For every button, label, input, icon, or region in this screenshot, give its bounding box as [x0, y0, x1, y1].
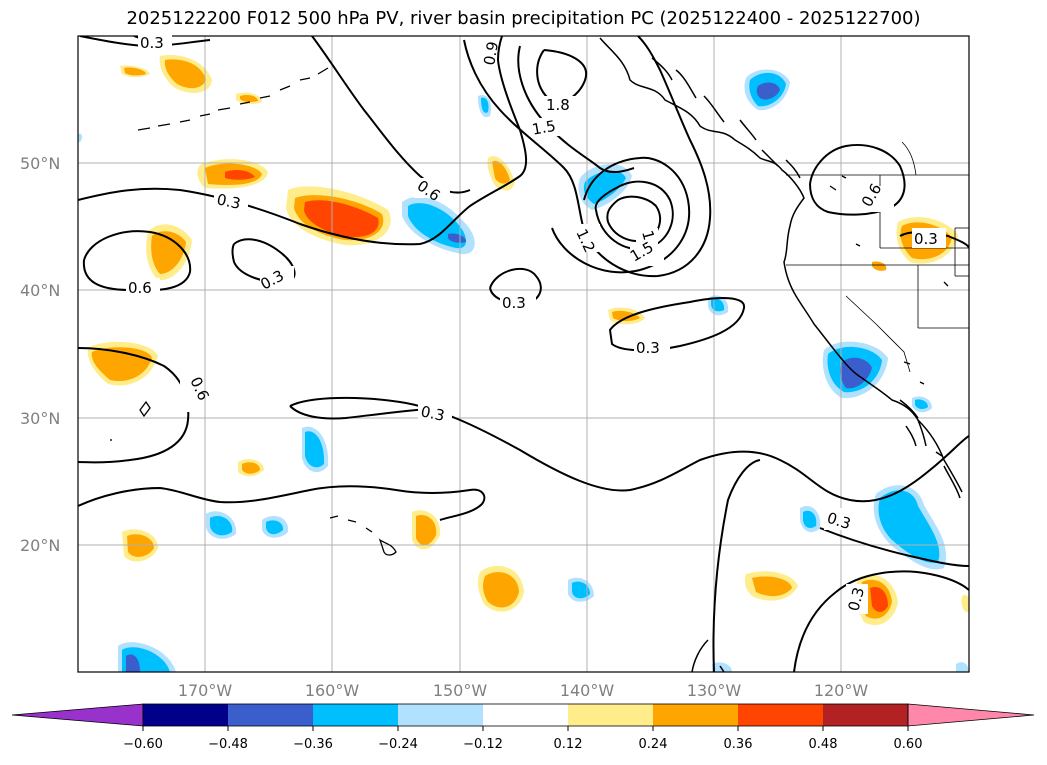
lat-label: 40°N [20, 281, 60, 300]
negative-anomaly-blob [402, 196, 475, 255]
lon-label: 170°W [178, 681, 233, 700]
contour-label: 0.6 [128, 279, 152, 297]
positive-anomaly-blob [608, 307, 645, 325]
positive-anomaly-blob [286, 186, 391, 246]
positive-anomaly-blob [487, 156, 515, 191]
lat-label: 50°N [20, 154, 60, 173]
boundaries [786, 141, 969, 373]
colorbar-outline [142, 703, 909, 727]
negative-anomaly-blob [800, 506, 821, 533]
positive-anomaly-blob [477, 565, 524, 612]
negative-anomaly-blob [302, 426, 329, 473]
colorbar-tick-label: −0.12 [463, 737, 503, 752]
positive-anomaly-blob [159, 55, 212, 93]
lon-label: 120°W [814, 681, 869, 700]
contour-label: 1.5 [531, 117, 558, 139]
lon-label: 150°W [433, 681, 488, 700]
colorbar-tick-label: 0.24 [639, 737, 668, 752]
lon-label: 130°W [687, 681, 742, 700]
contour-label: 0.3 [502, 294, 526, 312]
coastlines [599, 37, 963, 672]
positive-anomaly-blob [412, 510, 441, 550]
colorbar-extend-high [907, 703, 1035, 727]
colorbar-segment [313, 704, 398, 726]
contour-label: 0.9 [480, 40, 502, 67]
contour-label: 0.3 [914, 230, 938, 248]
lon-label: 140°W [560, 681, 615, 700]
positive-anomaly-blob [961, 595, 969, 613]
colorbar-segment [483, 704, 568, 726]
colorbar-segment [568, 704, 653, 726]
colorbar-tick-label: −0.24 [378, 737, 418, 752]
contour-label: 0.3 [140, 34, 164, 52]
negative-anomaly-blob [118, 642, 176, 672]
negative-anomaly-blob [262, 516, 289, 538]
map-title: 2025122200 F012 500 hPa PV, river basin … [126, 8, 921, 29]
negative-anomaly-blob [744, 69, 790, 111]
lat-label: 20°N [20, 536, 60, 555]
contour-label: 0.3 [844, 585, 868, 613]
positive-anomaly-blob [197, 159, 268, 189]
precip-shading [78, 55, 969, 672]
positive-anomaly-blob [872, 261, 887, 271]
colorbar: −0.60 −0.48 −0.36 −0.24 −0.12 0.12 0.24 0.36 0.4… [11, 703, 1035, 752]
map-border [77, 35, 970, 673]
colorbar-segment [653, 704, 738, 726]
negative-anomaly-blob [78, 133, 83, 142]
contour-labels: 0.3 0.9 1.8 1.5 0.6 0.3 0.6 0.3 0.6 0.3 … [126, 34, 946, 614]
colorbar-tick-label: −0.36 [293, 737, 333, 752]
colorbar-tick-label: 0.12 [554, 737, 583, 752]
colorbar-tick-label: −0.60 [123, 737, 163, 752]
negative-anomaly-blob [712, 662, 732, 672]
lon-label: 160°W [305, 681, 360, 700]
colorbar-segment [228, 704, 313, 726]
contour-label: 1.8 [546, 96, 570, 114]
colorbar-extend-low [11, 703, 144, 727]
islands [110, 67, 949, 556]
negative-anomaly-blob [478, 94, 492, 118]
colorbar-segment [823, 704, 908, 726]
positive-anomaly-blob [744, 571, 798, 601]
positive-anomaly-blob [146, 224, 192, 281]
colorbar-tick-label: −0.48 [208, 737, 248, 752]
graticule [78, 36, 969, 672]
colorbar-tick-label: 0.60 [894, 737, 923, 752]
negative-anomaly-blob [956, 662, 969, 672]
negative-anomaly-blob [206, 511, 237, 539]
lat-label: 30°N [20, 409, 60, 428]
contour-label: 0.3 [215, 190, 242, 213]
positive-anomaly-blob [238, 459, 264, 477]
latitude-labels: 50°N 40°N 30°N 20°N [20, 154, 60, 555]
contour-label: 0.3 [636, 339, 660, 357]
positive-anomaly-blob [120, 65, 150, 77]
positive-anomaly-blob [236, 92, 262, 105]
longitude-labels: 170°W 160°W 150°W 140°W 130°W 120°W [178, 681, 869, 700]
contour-label: 0.3 [419, 402, 446, 425]
colorbar-segment [738, 704, 823, 726]
negative-anomaly-blob [912, 396, 932, 413]
colorbar-tick-label: 0.48 [809, 737, 838, 752]
colorbar-segment [398, 704, 483, 726]
colorbar-tick-label: 0.36 [724, 737, 753, 752]
colorbar-segment [143, 704, 228, 726]
